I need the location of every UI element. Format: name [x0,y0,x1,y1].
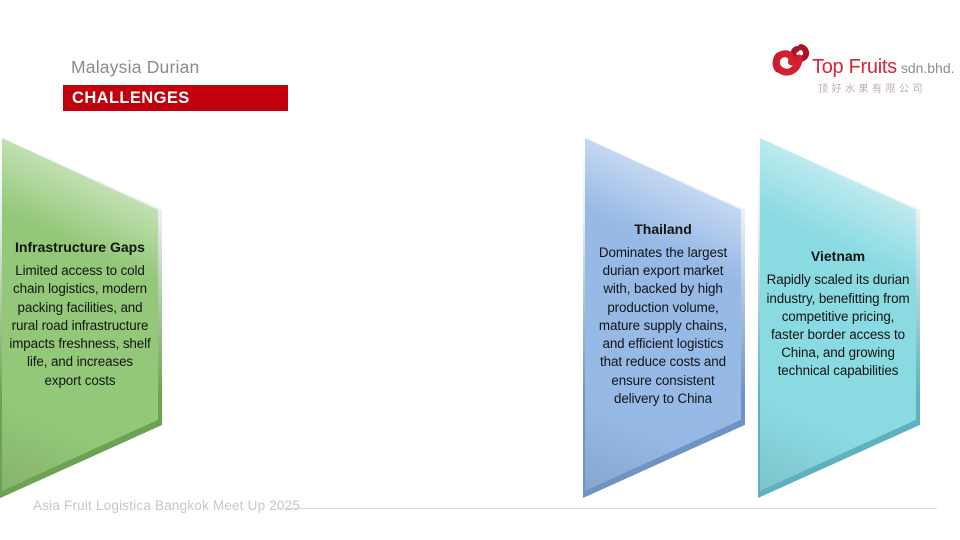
topfruits-logo: Top Fruits sdn.bhd. 顶好水果有限公司 [768,38,955,98]
slide-title: CHALLENGES [72,88,190,107]
logo-suffix-text: sdn.bhd. [900,60,955,76]
panel-text-block: Infrastructure Gaps Limited access to co… [2,239,158,390]
panel-text-block: Thailand Dominates the largest durian ex… [585,221,741,408]
panel-face: Vietnam Rapidly scaled its durian indust… [760,138,916,491]
slide-subtitle: Malaysia Durian [71,57,200,77]
panel-title: Infrastructure Gaps [15,239,145,256]
slide-title-banner: CHALLENGES [63,85,288,111]
panel-title: Thailand [634,220,692,237]
panel-face: Infrastructure Gaps Limited access to co… [2,138,158,491]
challenge-panel-infrastructure: Infrastructure Gaps Limited access to co… [0,136,162,498]
topfruits-logo-mark-icon [772,44,810,76]
footer-caption: Asia Fruit Logistica Bangkok Meet Up 202… [33,498,301,513]
panel-text-block: Vietnam Rapidly scaled its durian indust… [760,248,916,380]
logo-brand-text: Top Fruits [812,56,897,78]
panel-face: Thailand Dominates the largest durian ex… [585,138,741,491]
challenge-panel-vietnam: Vietnam Rapidly scaled its durian indust… [758,136,920,498]
panel-body: Limited access to cold chain logistics, … [9,263,151,388]
panel-title: Vietnam [810,248,866,265]
panel-body: Dominates the largest durian export mark… [598,245,728,406]
panel-body: Rapidly scaled its durian industry, bene… [766,272,910,379]
challenge-panel-thailand: Thailand Dominates the largest durian ex… [583,136,745,498]
logo-chinese-text: 顶好水果有限公司 [818,84,926,95]
logo-wordmark: Top Fruits sdn.bhd. [812,56,955,79]
footer-rule [277,508,937,509]
